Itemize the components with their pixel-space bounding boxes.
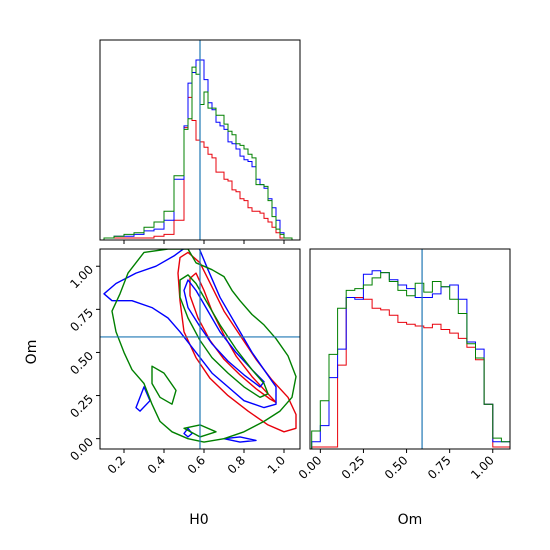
contour-green-inner bbox=[179, 274, 269, 398]
contour-red-inner bbox=[189, 272, 277, 404]
contour-green-outer bbox=[111, 249, 297, 443]
om-marginal-panel: 0.00 0.25 0.50 0.75 1.00 bbox=[296, 248, 511, 482]
om-axis-label: Om bbox=[398, 512, 423, 528]
joint-ytick-label: 1.00 bbox=[67, 262, 96, 291]
joint-ytick-label: 0.75 bbox=[67, 306, 96, 335]
h0-histograms bbox=[103, 59, 293, 240]
om-marginal-xtick-label: 0.75 bbox=[425, 453, 454, 482]
h0-om-joint-panel: 0.2 0.4 0.6 0.8 1.0 0.00 0.25 0.50 0.75 1.00 bbox=[67, 248, 301, 477]
contour-blue-outer-island bbox=[135, 386, 151, 412]
joint-xtick-label: 0.6 bbox=[185, 453, 208, 476]
contour-green-outer-island bbox=[151, 365, 177, 405]
om-marginal-xtick-label: 0.50 bbox=[382, 453, 411, 482]
om-hist-green bbox=[311, 272, 510, 449]
contour-blue-outer-island bbox=[223, 436, 257, 443]
joint-ytick-label: 0.50 bbox=[67, 349, 96, 378]
contour-blue-outer bbox=[103, 249, 277, 409]
om-marginal-xtick-label: 1.00 bbox=[468, 453, 497, 482]
h0-hist-green bbox=[103, 66, 293, 240]
om-y-axis-label: Om bbox=[24, 340, 40, 365]
om-marginal-frame bbox=[309, 248, 511, 450]
om-hist-red bbox=[311, 297, 510, 449]
contour-red-outer bbox=[177, 251, 297, 433]
joint-xtick-label: 1.0 bbox=[265, 453, 288, 476]
joint-contours bbox=[103, 249, 297, 443]
joint-ytick-label: 0.25 bbox=[67, 392, 96, 421]
h0-hist-red bbox=[103, 96, 293, 240]
h0-axis-label: H0 bbox=[189, 512, 208, 528]
om-histograms bbox=[311, 270, 510, 449]
joint-xtick-label: 0.4 bbox=[145, 453, 168, 476]
joint-xtick-label: 0.2 bbox=[105, 453, 128, 476]
contour-green-outer-island bbox=[183, 424, 217, 438]
contour-blue-inner bbox=[183, 279, 265, 388]
h0-marginal-frame bbox=[99, 39, 301, 241]
joint-frame bbox=[99, 248, 301, 450]
om-marginal-xtick-label: 0.25 bbox=[339, 453, 368, 482]
om-marginal-xtick-label: 0.00 bbox=[296, 453, 325, 482]
joint-xtick-label: 0.8 bbox=[225, 453, 248, 476]
h0-marginal-panel bbox=[99, 39, 301, 244]
joint-ytick-label: 0.00 bbox=[67, 435, 96, 464]
